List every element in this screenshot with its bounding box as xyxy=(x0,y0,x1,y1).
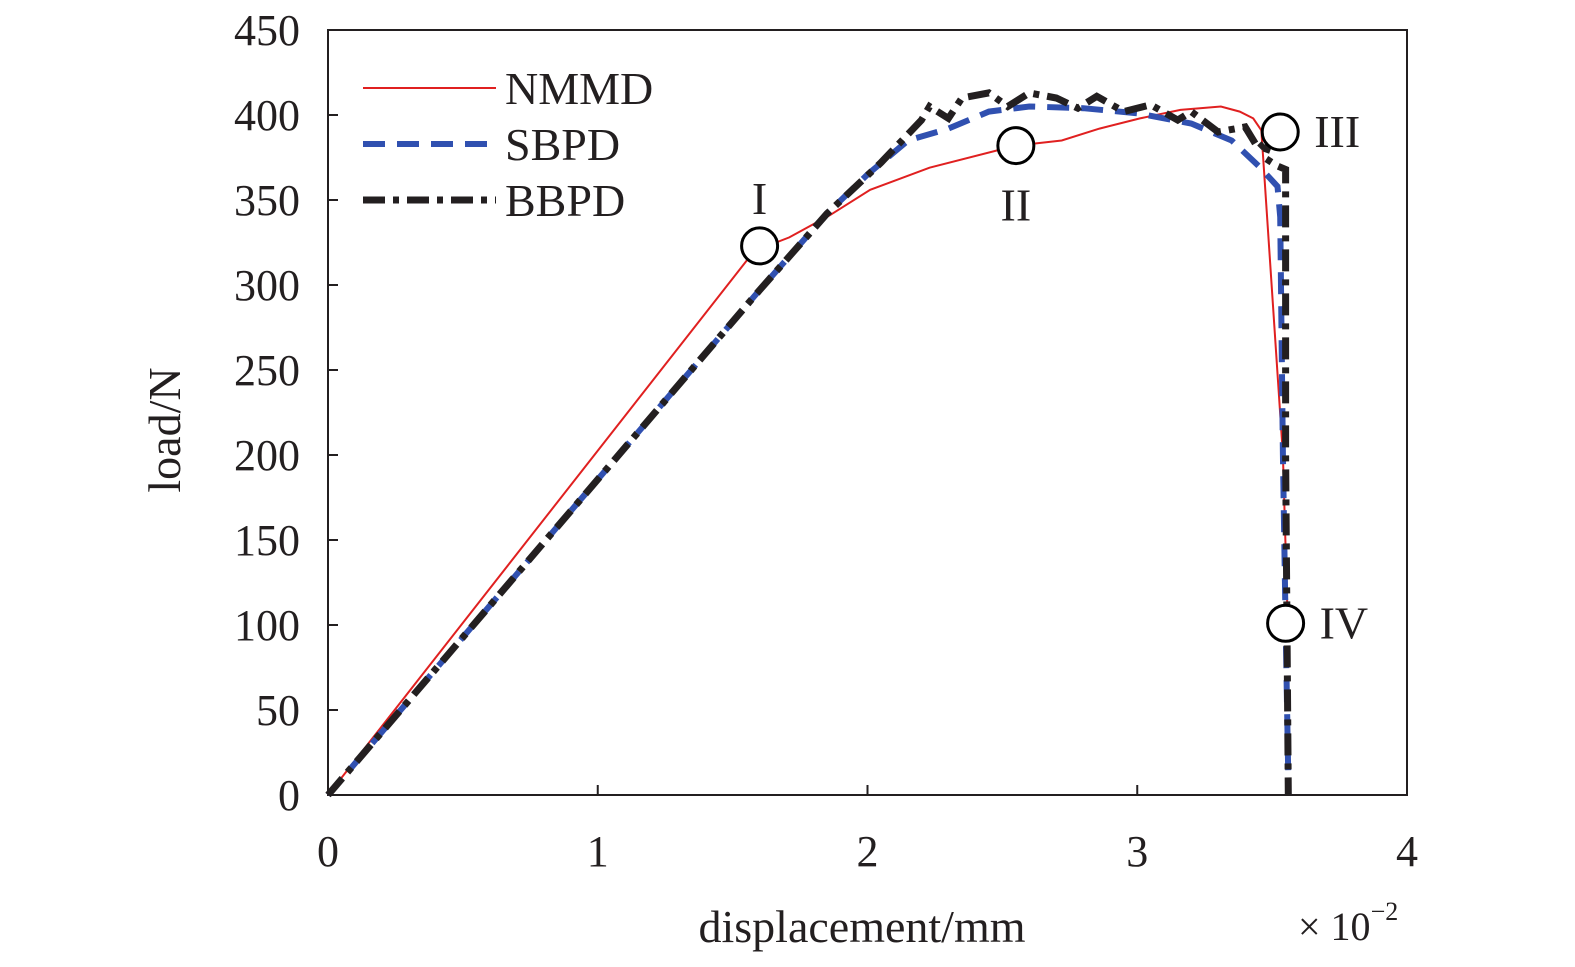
y-tick-label: 450 xyxy=(234,6,300,55)
y-axis-label: load/N xyxy=(139,367,190,492)
annotation-marker xyxy=(1260,112,1300,152)
x-tick-label: 2 xyxy=(857,827,879,876)
legend-label: SBPD xyxy=(505,119,620,170)
y-tick-label: 0 xyxy=(278,771,300,820)
y-tick-label: 100 xyxy=(234,601,300,650)
plot-frame xyxy=(327,29,1408,796)
annotation-marker xyxy=(740,226,780,266)
y-tick-label: 300 xyxy=(234,261,300,310)
y-tick-label: 200 xyxy=(234,431,300,480)
annotation-label: III xyxy=(1314,106,1360,157)
y-tick-label: 250 xyxy=(234,346,300,395)
legend-label: BBPD xyxy=(505,175,625,226)
annotation-marker xyxy=(996,126,1036,166)
series-line-nmmd xyxy=(327,105,1290,796)
legend-label: NMMD xyxy=(505,63,653,114)
annotation-label: I xyxy=(752,173,767,224)
y-tick-label: 50 xyxy=(256,686,300,735)
x-tick-label: 3 xyxy=(1126,827,1148,876)
annotation-marker xyxy=(1266,603,1306,643)
x-tick-label: 4 xyxy=(1396,827,1418,876)
x-tick-label: 1 xyxy=(587,827,609,876)
series-line-bbpd xyxy=(325,89,1292,798)
y-tick-label: 400 xyxy=(234,91,300,140)
x-multiplier: × 10−2 xyxy=(1298,897,1398,949)
annotation-label: II xyxy=(1001,180,1032,231)
x-tick-label: 0 xyxy=(317,827,339,876)
series-line-sbpd xyxy=(325,103,1292,797)
y-tick-label: 150 xyxy=(234,516,300,565)
y-tick-label: 350 xyxy=(234,176,300,225)
x-axis-label: displacement/mm xyxy=(698,901,1025,952)
annotation-label: IV xyxy=(1320,597,1369,648)
